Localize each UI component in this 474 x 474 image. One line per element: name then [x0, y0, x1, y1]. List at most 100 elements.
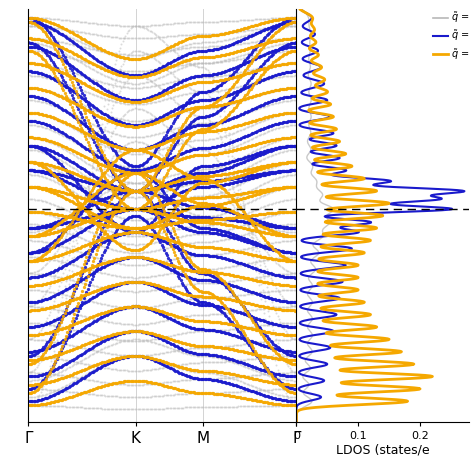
Point: [178, 364, 186, 371]
Point: [181, 329, 189, 337]
Point: [143, 304, 151, 312]
Point: [55, 29, 63, 36]
Point: [262, 89, 269, 97]
Point: [31, 319, 39, 327]
Point: [274, 46, 282, 54]
Point: [221, 231, 229, 239]
Point: [173, 19, 180, 27]
Point: [72, 282, 79, 290]
Point: [120, 352, 128, 359]
Point: [259, 256, 266, 264]
Point: [107, 64, 114, 72]
Point: [37, 254, 45, 262]
Point: [107, 307, 114, 314]
Point: [113, 405, 121, 413]
Point: [119, 207, 127, 215]
Point: [278, 392, 285, 399]
Point: [111, 302, 118, 310]
Point: [49, 58, 56, 65]
Point: [123, 328, 130, 336]
Point: [71, 125, 78, 133]
Point: [254, 171, 261, 179]
Point: [80, 206, 87, 213]
Point: [138, 55, 146, 62]
Point: [120, 354, 128, 361]
Point: [91, 239, 98, 247]
Point: [36, 355, 43, 363]
Point: [279, 94, 287, 101]
Point: [156, 117, 164, 124]
Point: [47, 113, 55, 121]
Point: [58, 250, 66, 258]
Point: [79, 45, 86, 53]
Point: [85, 118, 93, 126]
Point: [97, 216, 105, 223]
Point: [235, 356, 242, 364]
Point: [25, 96, 32, 104]
Point: [134, 22, 141, 30]
Point: [134, 205, 141, 213]
Point: [275, 86, 283, 93]
Point: [213, 119, 221, 127]
Point: [205, 169, 213, 176]
Point: [183, 121, 191, 129]
Point: [46, 73, 54, 81]
Point: [201, 59, 209, 67]
Point: [76, 343, 83, 351]
Point: [85, 240, 93, 247]
Point: [131, 205, 138, 213]
Point: [87, 239, 94, 247]
Point: [55, 171, 63, 178]
Point: [77, 184, 85, 191]
Point: [202, 369, 210, 376]
Point: [69, 381, 77, 388]
Point: [101, 219, 109, 227]
Point: [273, 246, 280, 254]
Point: [173, 157, 180, 164]
Point: [26, 68, 34, 75]
Point: [231, 292, 238, 300]
Point: [131, 187, 138, 195]
Point: [134, 146, 141, 154]
Point: [248, 192, 256, 200]
Point: [54, 315, 62, 322]
Point: [193, 79, 201, 86]
Point: [50, 26, 58, 33]
Point: [107, 160, 114, 167]
Point: [73, 279, 81, 287]
Point: [42, 42, 50, 49]
Point: [259, 317, 266, 324]
Point: [257, 163, 265, 170]
Point: [173, 181, 180, 188]
Point: [185, 348, 192, 356]
Point: [164, 143, 172, 151]
Point: [174, 155, 182, 163]
Point: [42, 168, 50, 175]
Point: [82, 253, 90, 261]
Point: [257, 278, 265, 285]
Point: [154, 146, 162, 154]
Point: [208, 182, 215, 190]
Point: [224, 295, 231, 303]
Point: [61, 249, 69, 257]
Point: [82, 188, 90, 196]
Point: [186, 193, 194, 201]
Point: [41, 198, 48, 205]
Point: [97, 155, 105, 162]
Point: [205, 148, 213, 155]
Point: [200, 276, 207, 284]
Point: [237, 126, 245, 134]
Point: [193, 202, 201, 210]
Point: [215, 42, 222, 50]
Point: [95, 199, 102, 207]
Point: [287, 282, 295, 290]
Point: [271, 246, 279, 254]
Point: [79, 206, 86, 213]
Point: [210, 30, 218, 37]
Point: [55, 52, 63, 60]
Point: [55, 350, 63, 358]
Point: [111, 147, 118, 155]
Point: [193, 105, 201, 112]
Point: [116, 336, 124, 344]
Point: [68, 362, 75, 370]
